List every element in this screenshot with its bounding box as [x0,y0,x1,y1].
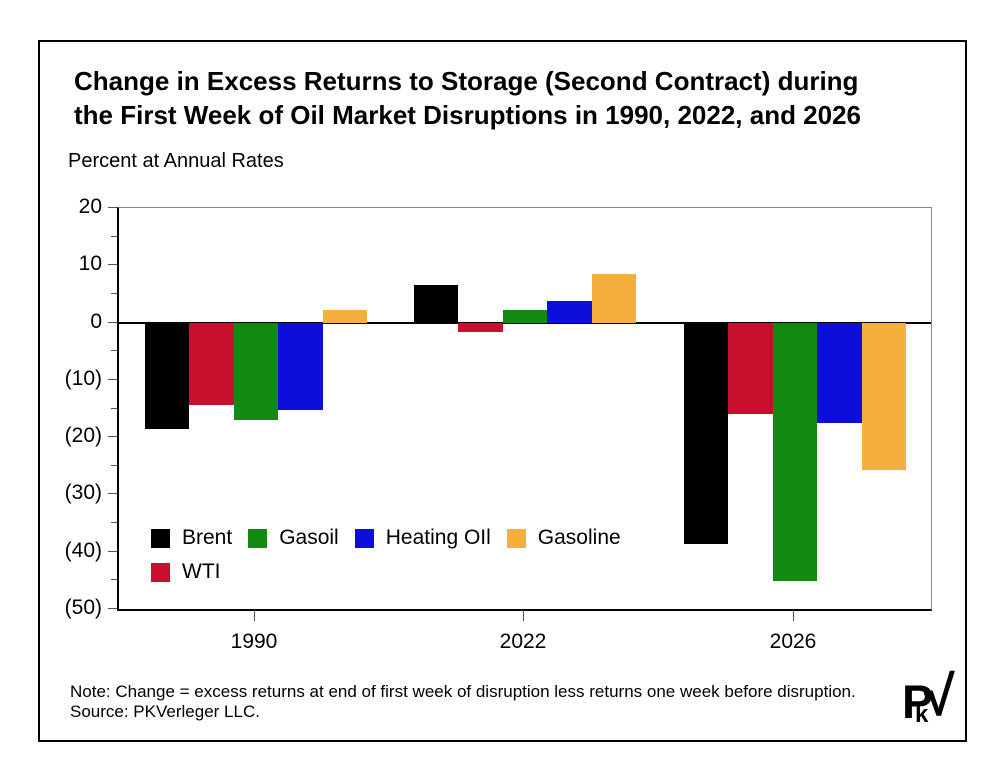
legend-label: Gasoline [537,526,621,549]
footnote-note: Note: Change = excess returns at end of … [70,682,856,701]
plot-area: Brent Gasoil Heating OIl Gasoline WTI [117,207,932,611]
bar-brent-2022 [414,285,459,323]
y-tick-label: 20 [78,195,102,218]
bar-heating-oil-2022 [547,300,592,323]
footnote-source: Source: PKVerleger LLC. [70,702,260,721]
bar-gasoline-2022 [591,274,636,323]
legend-swatch-icon [354,528,374,548]
y-tick-major [108,493,117,495]
legend-swatch-icon [151,562,170,582]
bar-brent-2026 [684,322,729,544]
bar-heating-oil-1990 [278,322,323,411]
legend-item-gasoline: Gasoline [506,526,621,550]
bar-wti-1990 [189,322,234,406]
legend: Brent Gasoil Heating OIl Gasoline WTI [151,526,621,594]
bar-gasoil-2022 [502,309,548,323]
legend-item-heating-oil: Heating OIl [354,526,491,550]
bar-gasoline-1990 [322,309,367,323]
legend-swatch-icon [506,528,526,548]
y-tick-minor [111,292,117,294]
legend-item-wti: WTI [151,560,220,584]
legend-swatch-icon [248,528,268,548]
pkverleger-logo: P k √ [902,668,972,739]
bar-brent-1990 [145,322,190,429]
footnote: Note: Change = excess returns at end of … [70,682,856,722]
zero-baseline [119,321,931,324]
legend-item-brent: Brent [151,526,232,550]
y-tick-minor [111,579,117,581]
y-tick-label: (30) [64,481,102,505]
logo-letter-k: k [915,701,929,728]
bar-gasoil-2026 [772,322,818,581]
bar-gasoline-2026 [861,322,906,470]
y-tick-major [108,321,117,323]
legend-label: Heating OIl [385,526,491,549]
x-category-label-2026: 2026 [769,630,817,653]
y-tick-major [108,378,117,380]
chart-frame: Change in Excess Returns to Storage (Sec… [38,40,967,742]
x-tick [254,610,255,621]
y-tick-label: 0 [90,309,102,333]
y-tick-minor [111,522,117,524]
y-tick-label: (50) [64,596,102,619]
bar-wti-2022 [458,322,503,333]
x-tick [523,610,524,621]
bar-heating-oil-2026 [817,322,862,424]
y-tick-minor [111,464,117,466]
y-tick-minor [111,235,117,237]
y-tick-label: (40) [64,538,102,562]
y-tick-label: (20) [64,424,102,448]
x-category-label-1990: 1990 [230,630,278,653]
y-tick-label: (10) [64,366,102,390]
legend-row: WTI [151,560,621,584]
x-tick [793,610,794,621]
bar-gasoil-1990 [233,322,279,420]
y-axis-unit-label: Percent at Annual Rates [68,150,284,172]
chart-title-line2: the First Week of Oil Market Disruptions… [74,100,862,130]
y-tick-label: 10 [78,252,102,276]
y-tick-minor [111,350,117,352]
legend-label: WTI [182,560,221,583]
y-tick-major [108,264,117,266]
y-tick-major [108,436,117,438]
logo-letter-p: P [902,675,934,728]
legend-swatch-icon [151,528,170,548]
y-tick-major [108,550,117,552]
legend-label: Brent [182,526,233,549]
chart-title-line1: Change in Excess Returns to Storage (Sec… [74,66,859,96]
y-tick-major [108,207,117,208]
logo-radical-v: √ [924,664,955,727]
x-category-label-2022: 2022 [499,630,547,653]
chart-title: Change in Excess Returns to Storage (Sec… [74,64,954,132]
bar-wti-2026 [728,322,773,415]
legend-label: Gasoil [279,526,339,549]
legend-row: Brent Gasoil Heating OIl Gasoline [151,526,621,550]
legend-item-gasoil: Gasoil [248,526,339,550]
y-tick-minor [111,407,117,409]
y-tick-major [108,608,117,609]
